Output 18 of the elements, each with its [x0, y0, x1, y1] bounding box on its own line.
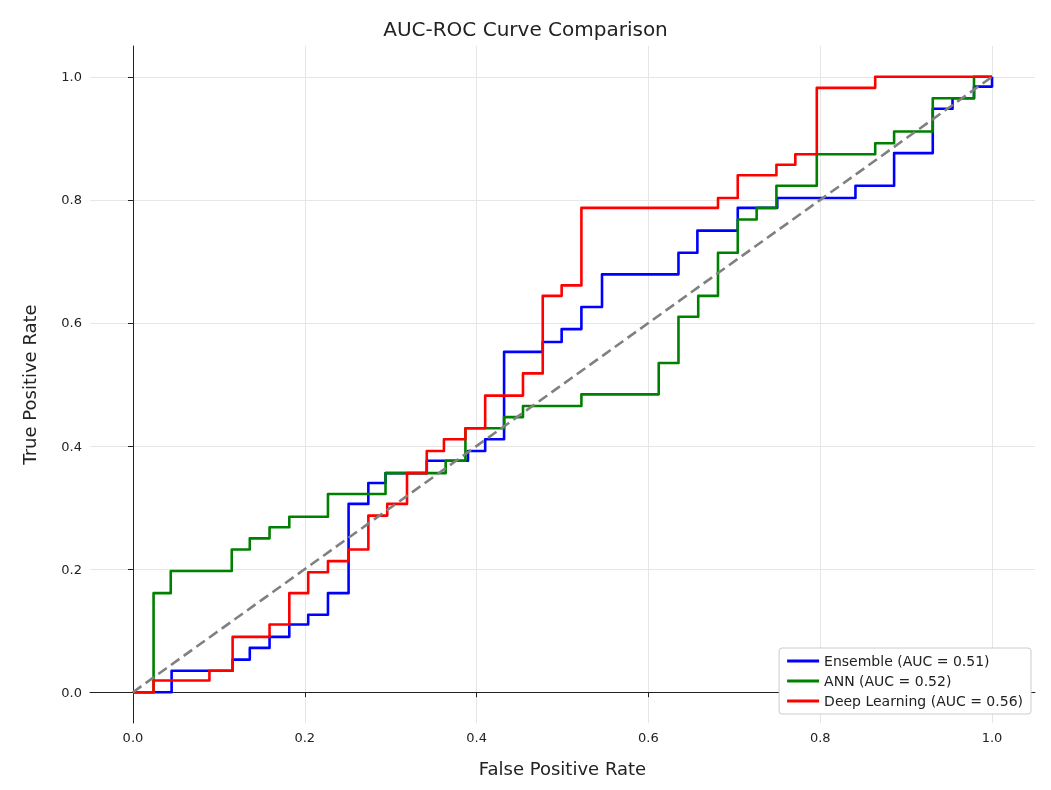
y-tick-label: 0.6 — [61, 315, 82, 331]
y-tick-label: 0.2 — [61, 561, 82, 577]
y-tick-label: 0.8 — [61, 192, 82, 208]
x-axis-title: False Positive Rate — [478, 757, 647, 779]
y-axis-title: True Positive Rate — [18, 304, 40, 466]
x-tick-label: 0.2 — [294, 730, 316, 745]
y-tick-label: 0.4 — [61, 438, 82, 454]
x-tick-label: 0.6 — [638, 730, 659, 745]
chart-title: AUC-ROC Curve Comparison — [383, 17, 668, 41]
y-tick-label: 0.0 — [61, 684, 82, 700]
legend-label: Ensemble (AUC = 0.51) — [824, 653, 990, 669]
legend-label: Deep Learning (AUC = 0.56) — [824, 693, 1024, 709]
legend-label: ANN (AUC = 0.52) — [824, 673, 952, 689]
x-tick-label: 1.0 — [981, 730, 1003, 745]
y-tick-label: 1.0 — [61, 69, 82, 85]
x-tick-label: 0.4 — [466, 730, 487, 745]
x-tick-label: 0.0 — [122, 730, 144, 745]
x-tick-label: 0.8 — [809, 730, 831, 745]
